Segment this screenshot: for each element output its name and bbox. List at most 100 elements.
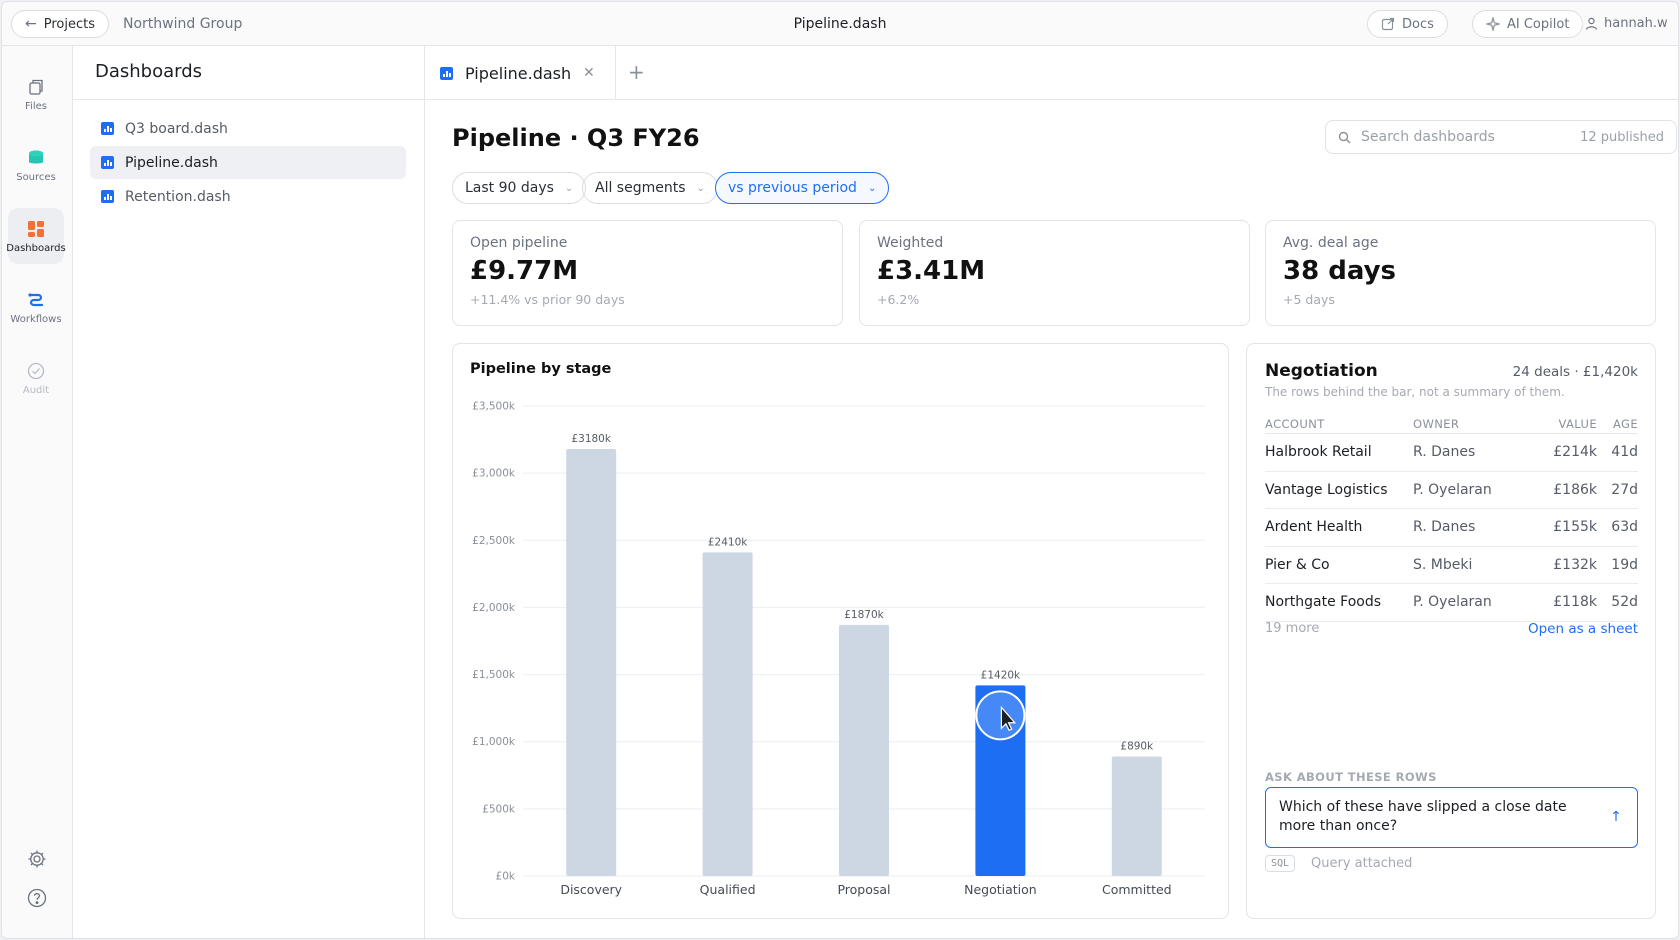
rail-item-dashboards[interactable]: Dashboards [6, 208, 66, 264]
account-cell: Pier & Co [1265, 556, 1330, 573]
ask-label: ASK ABOUT THESE ROWS [1265, 770, 1437, 784]
detail-title: Negotiation [1265, 361, 1378, 381]
file-item-retention[interactable]: Retention.dash [90, 180, 406, 213]
owner-cell: R. Danes [1413, 519, 1476, 536]
ask-input-text: Which of these have slipped a close date… [1279, 799, 1567, 834]
panel-title: Dashboards [73, 46, 424, 100]
date-range-filter[interactable]: Last 90 days ⌄ [452, 172, 587, 204]
arrow-left-icon: ← [25, 16, 37, 32]
dashboard-file-icon [101, 122, 114, 135]
table-row[interactable]: Pier & Co S. Mbeki £132k 19d [1265, 547, 1638, 584]
table-row[interactable]: Halbrook Retail R. Danes £214k 41d [1265, 434, 1638, 472]
bar-value-label: £1420k [981, 669, 1021, 681]
account-cell: Halbrook Retail [1265, 444, 1372, 461]
column-header[interactable]: AGE [1612, 416, 1638, 431]
table-row[interactable]: Vantage Logistics P. Oyelaran £186k 27d [1265, 472, 1638, 509]
file-name: Retention.dash [125, 188, 231, 205]
back-to-projects-button[interactable]: ← Projects [11, 10, 109, 38]
open-as-sheet-link[interactable]: Open as a sheet [1527, 621, 1638, 637]
database-icon [26, 148, 46, 168]
column-header[interactable]: OWNER [1413, 416, 1460, 431]
pipeline-bar-chart: £0k £500k £1,000k £1,500k £2,000k £2,500k £3,0… [472, 401, 1205, 897]
rail-item-audit: Audit [8, 350, 64, 406]
file-item-pipeline[interactable]: Pipeline.dash [90, 146, 406, 179]
left-rail: Files Sources Dashboards Workflows Audit [2, 46, 73, 938]
bar-proposal[interactable] [839, 624, 889, 876]
y-tick-label: £2,500k [472, 535, 516, 547]
close-tab-icon[interactable]: ✕ [583, 65, 595, 81]
kpi-delta: +11.4% vs prior 90 days [470, 292, 625, 307]
kpi-card-avg-deal-age[interactable]: Avg. deal age 38 days +5 days [1265, 220, 1656, 326]
bar-value-label: £890k [1120, 740, 1154, 752]
docs-button[interactable]: Docs [1367, 10, 1448, 38]
bar-negotiation[interactable] [975, 685, 1026, 876]
kpi-delta: +5 days [1283, 292, 1335, 307]
kpi-card-open-pipeline[interactable]: Open pipeline £9.77M +11.4% vs prior 90 … [452, 220, 843, 326]
y-tick-label: £3,500k [472, 401, 516, 413]
y-tick-label: £2,000k [472, 602, 516, 614]
x-tick-label: Committed [1102, 882, 1172, 897]
gear-icon[interactable] [26, 848, 48, 870]
sparkle-icon [1486, 17, 1500, 31]
table-row[interactable]: Ardent Health R. Danes £155k 63d [1265, 509, 1638, 547]
rail-item-sources[interactable]: Sources [8, 137, 64, 193]
main-content: Pipeline · Q3 FY26 Search dashboards 12 … [425, 100, 1678, 938]
kpi-label: Weighted [877, 235, 944, 251]
kpi-label: Open pipeline [470, 235, 568, 251]
column-header[interactable]: ACCOUNT [1265, 416, 1325, 431]
org-name[interactable]: Northwind Group [123, 16, 243, 32]
rail-label: Sources [16, 171, 56, 183]
sql-tag[interactable]: SQL [1265, 855, 1296, 872]
ai-copilot-button[interactable]: AI Copilot [1472, 10, 1584, 38]
file-item-q3-board[interactable]: Q3 board.dash [90, 112, 406, 145]
rail-label: Dashboards [6, 242, 66, 254]
dashboard-file-icon [440, 66, 453, 80]
external-link-icon [1381, 17, 1395, 31]
rail-item-files[interactable]: Files [8, 66, 64, 122]
owner-cell: R. Danes [1413, 444, 1476, 461]
detail-summary: 24 deals · £1,420k [1512, 364, 1638, 380]
rail-label: Workflows [10, 313, 62, 325]
send-arrow-icon[interactable]: ↑ [1610, 808, 1622, 825]
segment-filter[interactable]: All segments ⌄ [582, 172, 718, 204]
bar-qualified[interactable] [702, 552, 753, 876]
tab-bar: Pipeline.dash ✕ + [425, 46, 1678, 100]
bar-committed[interactable] [1111, 756, 1162, 876]
user-icon [1585, 17, 1598, 30]
dashboard-icon [26, 219, 46, 239]
value-cell: £118k [1553, 594, 1597, 611]
file-title: Pipeline.dash [793, 16, 887, 32]
owner-cell: P. Oyelaran [1413, 481, 1492, 498]
rail-label: Audit [22, 384, 50, 396]
x-tick-label: Qualified [700, 882, 756, 897]
tab-pipeline[interactable]: Pipeline.dash [425, 46, 616, 100]
table-header: ACCOUNT OWNER VALUE AGE [1265, 414, 1638, 434]
rail-item-workflows[interactable]: Workflows [8, 279, 64, 335]
click-indicator [975, 690, 1026, 741]
table-row[interactable]: Northgate Foods P. Oyelaran £118k 52d [1265, 584, 1638, 622]
ask-input[interactable]: Which of these have slipped a close date… [1265, 787, 1638, 848]
back-label: Projects [43, 16, 95, 32]
age-cell: 41d [1611, 444, 1638, 461]
value-cell: £186k [1553, 481, 1597, 498]
ai-copilot-label: AI Copilot [1507, 16, 1570, 32]
bar-value-label: £1870k [844, 609, 884, 621]
user-menu[interactable]: hannah.w [1585, 16, 1668, 31]
comparison-filter[interactable]: vs previous period ⌄ [715, 172, 890, 204]
detail-subtitle: The rows behind the bar, not a summary o… [1265, 385, 1565, 399]
deals-table: ACCOUNT OWNER VALUE AGE Halbrook Retail … [1265, 414, 1638, 622]
search-icon [1338, 131, 1351, 143]
top-bar: ← Projects Northwind Group Pipeline.dash… [2, 2, 1678, 46]
kpi-label: Avg. deal age [1283, 235, 1379, 251]
files-icon [26, 77, 46, 97]
more-rows-count: 19 more [1265, 621, 1320, 636]
filter-label: All segments [595, 180, 686, 196]
help-icon[interactable] [26, 887, 48, 909]
column-header[interactable]: VALUE [1558, 416, 1597, 431]
add-tab-icon[interactable]: + [628, 60, 645, 84]
search-dashboards-input[interactable]: Search dashboards 12 published [1325, 120, 1677, 154]
kpi-card-weighted[interactable]: Weighted £3.41M +6.2% [859, 220, 1250, 326]
dashboards-panel: Dashboards Q3 board.dash Pipeline.dash R… [73, 46, 425, 938]
bar-discovery[interactable] [566, 448, 617, 876]
